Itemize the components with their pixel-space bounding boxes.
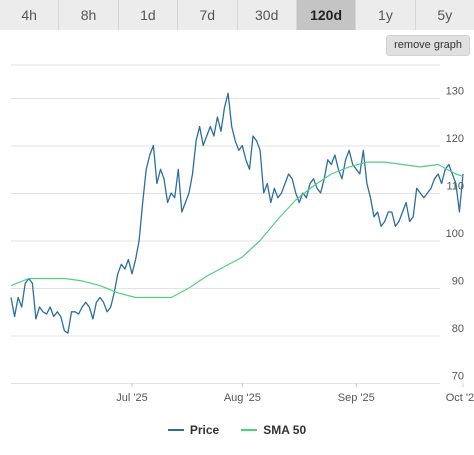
legend: Price SMA 50 (0, 420, 474, 440)
tab-7d[interactable]: 7d (178, 0, 238, 30)
series-line-sma-50 (10, 161, 464, 299)
tab-1d[interactable]: 1d (118, 0, 179, 30)
legend-swatch (241, 429, 258, 431)
series-line-price (10, 92, 464, 334)
x-axis: Jul '25 Aug '25 Sep '25 Oct '25 (116, 383, 474, 404)
tab-30d[interactable]: 30d (237, 0, 297, 30)
x-tick-label: Oct '25 (446, 392, 474, 404)
tab-1y[interactable]: 1y (356, 0, 416, 30)
legend-swatch (167, 429, 184, 431)
legend-item-sma-50[interactable]: SMA 50 (241, 423, 306, 437)
tab-8h[interactable]: 8h (59, 0, 119, 30)
y-tick-label: 80 (452, 323, 464, 335)
y-tick-label: 70 (452, 371, 464, 383)
grid-lines (11, 64, 440, 384)
legend-label: Price (189, 423, 220, 437)
legend-item-price[interactable]: Price (167, 423, 220, 437)
x-tick-label: Aug '25 (224, 392, 261, 404)
y-tick-label: 90 (452, 276, 464, 288)
tab-5y[interactable]: 5y (415, 0, 474, 30)
y-tick-label: 110 (446, 181, 464, 193)
tab-4h[interactable]: 4h (0, 0, 60, 30)
time-range-tabs: 4h 8h 1d 7d 30d 120d 1y 5y (0, 0, 474, 30)
x-tick-label: Jul '25 (116, 392, 147, 404)
y-tick-label: 120 (446, 133, 464, 145)
remove-graph-button[interactable]: remove graph (386, 35, 470, 56)
legend-label: SMA 50 (263, 423, 307, 437)
y-tick-label: 100 (446, 228, 464, 240)
y-tick-label: 130 (446, 86, 464, 98)
y-axis: 70 80 90 100 110 120 130 (446, 86, 464, 383)
tab-120d[interactable]: 120d (296, 0, 357, 30)
x-tick-label: Sep '25 (338, 392, 375, 404)
chart-series (10, 92, 464, 334)
